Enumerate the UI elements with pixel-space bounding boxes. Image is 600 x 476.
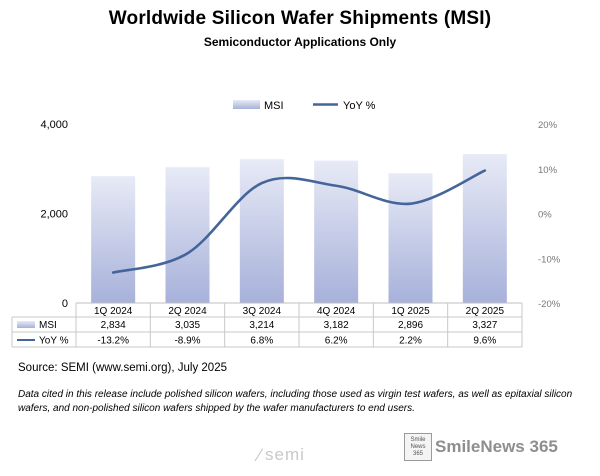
y-left-tick-label: 4,000: [40, 119, 68, 131]
y-left-tick-label: 0: [62, 298, 68, 310]
data-label-msi: 3,035: [175, 320, 200, 331]
data-label-msi: 2,834: [101, 320, 126, 331]
y-right-tick-label: -20%: [538, 299, 561, 310]
data-label-yoy: 6.2%: [325, 336, 348, 347]
bar-series: [91, 154, 507, 303]
data-label-yoy: 2.2%: [399, 336, 422, 347]
chart-legend: MSI YoY %: [233, 100, 376, 112]
watermark: Smile News 365 SmileNews 365: [404, 432, 558, 462]
semi-logo-icon: ∕: [258, 445, 262, 465]
y-right-tick-label: 20%: [538, 120, 558, 131]
semi-logo-text: semi: [265, 445, 305, 464]
watermark-badge-line: 365: [412, 450, 423, 457]
data-label-yoy: 9.6%: [473, 336, 496, 347]
bar-msi: [165, 167, 210, 303]
semi-logo: ∕ semi: [258, 442, 305, 468]
data-label-yoy: -8.9%: [174, 336, 200, 347]
y-right-tick-label: 10%: [538, 165, 558, 176]
data-label-yoy: 6.8%: [250, 336, 273, 347]
chart-title: Worldwide Silicon Wafer Shipments (MSI): [108, 8, 492, 29]
data-label-msi: 3,327: [472, 320, 497, 331]
data-label-yoy: -13.2%: [97, 336, 129, 347]
y-right-tick-label: -10%: [538, 254, 561, 265]
x-tick-label: 2Q 2025: [466, 306, 505, 317]
watermark-badge-line: News: [410, 443, 426, 450]
data-label-msi: 2,896: [398, 320, 423, 331]
chart-plot: MSI YoY % 0 2,000 4,000 -20% -10% 0% 10% 20% 1Q …: [11, 100, 561, 348]
table-row-header-yoy: YoY %: [39, 336, 69, 347]
table-swatch-msi: [17, 321, 35, 328]
data-label-msi: 3,214: [249, 320, 274, 331]
data-label-msi: 3,182: [324, 320, 349, 331]
data-table: 1Q 2024 2Q 2024 3Q 2024 4Q 2024 1Q 2025 2Q 20…: [11, 302, 523, 348]
legend-swatch-msi: [233, 100, 260, 109]
watermark-badge-icon: Smile News 365: [404, 433, 432, 461]
chart-subtitle: Semiconductor Applications Only: [203, 35, 397, 49]
x-tick-label: 1Q 2024: [94, 306, 133, 317]
footnote: Data cited in this release include polis…: [18, 389, 573, 414]
table-row-header-msi: MSI: [39, 320, 57, 331]
watermark-badge-line: Smile: [410, 436, 426, 443]
bar-msi: [91, 176, 136, 303]
line-yoy: [111, 169, 487, 274]
x-tick-label: 2Q 2024: [168, 306, 207, 317]
x-tick-label: 3Q 2024: [243, 306, 282, 317]
watermark-text: SmileNews 365: [435, 437, 558, 456]
x-tick-label: 1Q 2025: [391, 306, 430, 317]
bar-msi: [388, 173, 433, 303]
legend-label-msi: MSI: [264, 100, 284, 112]
legend-label-yoy: YoY %: [343, 100, 376, 112]
chart-axes: 0 2,000 4,000 -20% -10% 0% 10% 20%: [40, 119, 560, 310]
line-series: [111, 169, 487, 274]
y-right-tick-label: 0%: [538, 210, 552, 221]
source-note: Source: SEMI (www.semi.org), July 2025: [18, 362, 227, 374]
x-tick-label: 4Q 2024: [317, 306, 356, 317]
bar-msi: [462, 154, 507, 303]
bar-msi: [239, 159, 284, 303]
y-left-tick-label: 2,000: [40, 209, 68, 221]
